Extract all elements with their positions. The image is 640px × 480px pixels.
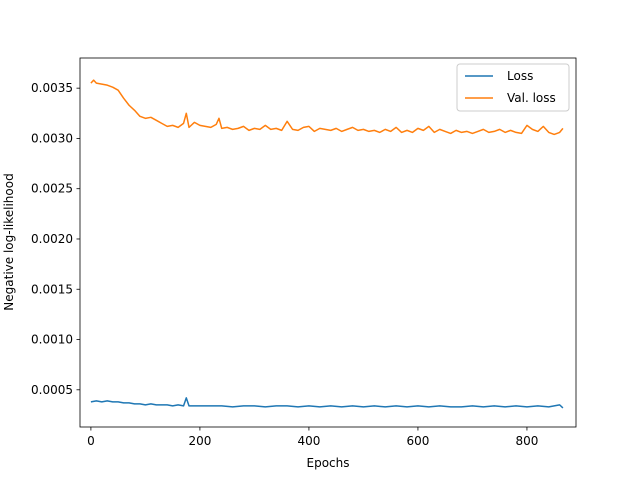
axes-frame [79, 57, 577, 428]
y-tick-label: 0.0010 [31, 333, 73, 347]
y-tick-label: 0.0025 [31, 182, 73, 196]
y-tick-label: 0.0005 [31, 383, 73, 397]
y-tick-label: 0.0015 [31, 282, 73, 296]
x-tick-label: 600 [406, 434, 429, 448]
series-line-val-loss [90, 79, 564, 136]
y-axis-label: Negative log-likelihood [2, 173, 16, 310]
legend: Loss Val. loss [456, 63, 570, 112]
y-tick-label: 0.0035 [31, 81, 73, 95]
x-axis-label: Epochs [307, 456, 350, 470]
series-line-loss [90, 397, 564, 409]
series-layer [90, 79, 564, 409]
legend-label-val-loss: Val. loss [507, 91, 556, 105]
plot-background [80, 58, 576, 427]
x-tick-label: 200 [188, 434, 211, 448]
x-tick-label: 800 [515, 434, 538, 448]
x-tick-label: 400 [297, 434, 320, 448]
legend-label-loss: Loss [507, 69, 533, 83]
axes-layer: 0 200 400 600 800 0.0005 0.0010 0.0015 0.0020 0.0… [31, 57, 577, 448]
x-tick-label: 0 [87, 434, 95, 448]
y-tick-label: 0.0020 [31, 232, 73, 246]
plot-area [80, 58, 576, 427]
y-tick-label: 0.0030 [31, 131, 73, 145]
